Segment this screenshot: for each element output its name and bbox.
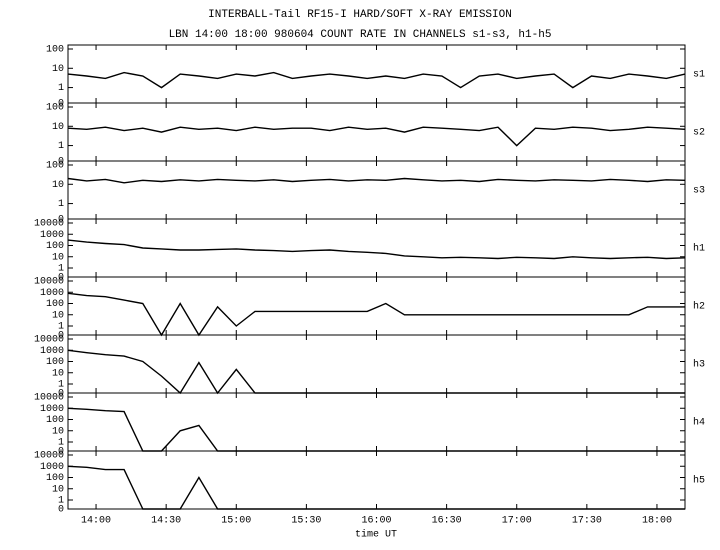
y-tick-label: 10000 [34,219,64,230]
data-line [67,465,685,510]
x-tick-label: 15:30 [291,516,321,527]
y-tick-label: 1 [58,141,64,152]
y-tick-label: 0 [58,389,64,400]
y-tick-label: 1000 [40,288,64,299]
y-tick-label: 0 [58,447,64,458]
y-tick-label: 1 [58,322,64,333]
x-tick-label: 17:00 [502,516,532,527]
y-tick-label: 0 [58,215,64,226]
y-tick-label: 10000 [34,335,64,346]
y-tick-label: 1 [58,496,64,507]
y-tick-label: 1 [58,438,64,449]
y-tick-label: 100 [46,161,64,172]
data-line [67,239,686,260]
y-tick-label: 10000 [34,393,64,404]
chart-title: INTERBALL-Tail RF15-I HARD/SOFT X-RAY EM… [208,9,512,21]
y-tick-label: 10 [52,426,64,437]
y-tick-label: 10 [52,64,64,75]
panel-frame [67,334,686,394]
data-line [67,126,686,147]
y-tick-label: 100 [46,103,64,114]
y-tick-label: 1000 [40,462,64,473]
y-tick-label: 10 [52,484,64,495]
series-label: h3 [693,359,705,371]
panel-frame [67,44,686,104]
panel-frame [67,160,686,220]
series-label: h2 [693,301,705,313]
y-tick-label: 10000 [34,451,64,462]
y-tick-label: 1 [58,199,64,210]
x-tick-label: 15:00 [221,516,251,527]
x-tick-label: 18:00 [642,516,672,527]
y-tick-label: 100 [46,415,64,426]
data-line [67,407,685,452]
y-tick-label: 0 [58,505,64,516]
y-tick-label: 100 [46,299,64,310]
y-tick-label: 100 [46,45,64,56]
y-tick-label: 10 [52,122,64,133]
y-tick-label: 0 [58,99,64,110]
series-label: s2 [693,128,705,139]
y-tick-label: 1 [58,380,64,391]
y-tick-label: 10 [52,310,64,321]
y-tick-label: 1000 [40,346,64,357]
series-label: s3 [693,186,705,197]
x-axis-label: time UT [355,529,397,541]
y-tick-label: 0 [58,331,64,342]
x-tick-label: 17:30 [572,516,602,527]
y-tick-label: 10 [52,180,64,191]
data-line [67,177,686,184]
panel-frame [67,218,686,278]
y-tick-label: 100 [46,241,64,252]
y-tick-label: 1 [58,264,64,275]
panel-frame [67,392,686,452]
chart-subtitle: LBN 14:00 18:00 980604 COUNT RATE IN CHA… [169,29,552,41]
data-line [67,292,685,337]
y-tick-label: 10000 [34,277,64,288]
data-line [67,349,685,395]
y-tick-label: 1000 [40,404,64,415]
series-label: h1 [693,243,705,255]
y-tick-label: 10 [52,368,64,379]
y-tick-label: 1 [58,83,64,94]
panel-frame [67,276,686,336]
panel-frame [67,450,686,510]
x-tick-label: 16:00 [361,516,391,527]
data-line [67,71,686,89]
x-tick-label: 14:00 [81,516,111,527]
x-tick-label: 14:30 [151,516,181,527]
y-tick-label: 1000 [40,230,64,241]
y-tick-label: 100 [46,357,64,368]
y-tick-label: 0 [58,273,64,284]
y-tick-label: 0 [58,157,64,168]
series-label: s1 [693,70,705,81]
x-tick-label: 16:30 [432,516,462,527]
y-tick-label: 100 [46,473,64,484]
y-tick-label: 10 [52,252,64,263]
series-label: h4 [693,417,705,429]
series-label: h5 [693,475,705,487]
